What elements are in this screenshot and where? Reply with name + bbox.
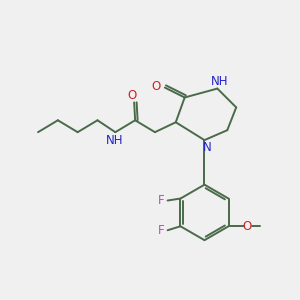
Text: O: O bbox=[128, 89, 137, 102]
Text: N: N bbox=[203, 140, 212, 154]
Text: NH: NH bbox=[211, 75, 228, 88]
Text: O: O bbox=[151, 80, 160, 93]
Text: NH: NH bbox=[106, 134, 123, 147]
Text: O: O bbox=[243, 220, 252, 233]
Text: F: F bbox=[158, 194, 165, 207]
Text: F: F bbox=[158, 224, 165, 237]
